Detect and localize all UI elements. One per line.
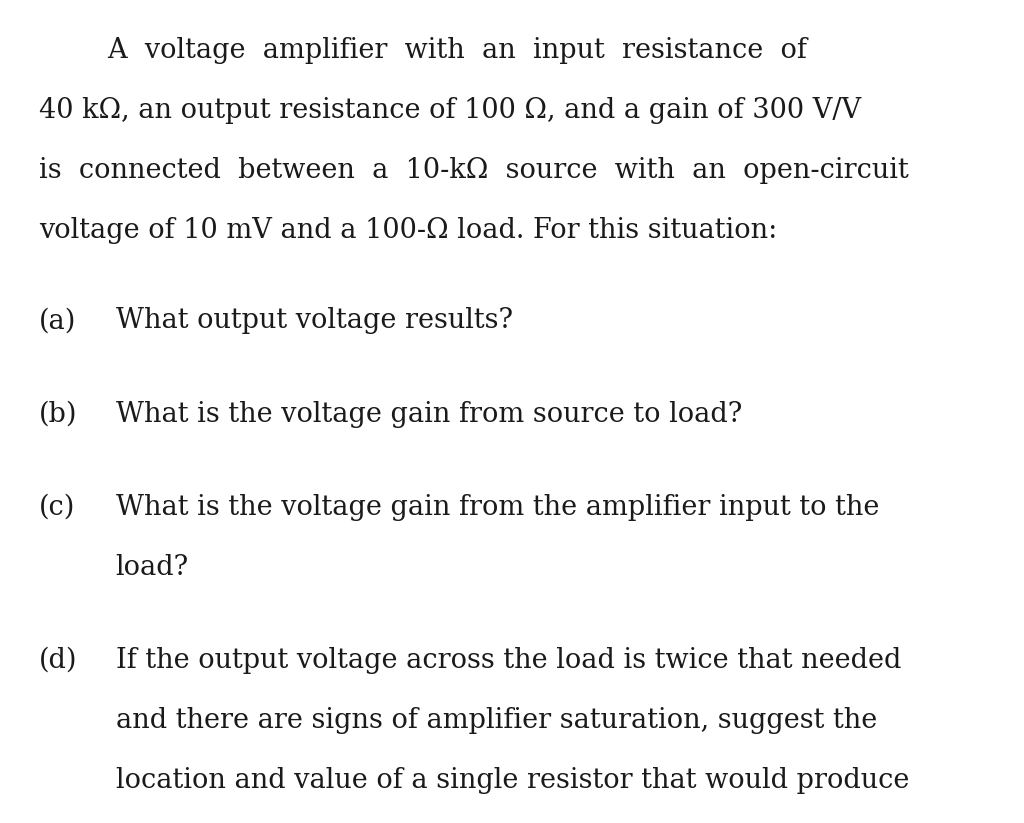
- Text: location and value of a single resistor that would produce: location and value of a single resistor …: [116, 767, 909, 794]
- Text: What is the voltage gain from source to load?: What is the voltage gain from source to …: [116, 401, 742, 427]
- Text: If the output voltage across the load is twice that needed: If the output voltage across the load is…: [116, 647, 901, 674]
- Text: What is the voltage gain from the amplifier input to the: What is the voltage gain from the amplif…: [116, 494, 879, 521]
- Text: What output voltage results?: What output voltage results?: [116, 307, 513, 334]
- Text: (d): (d): [39, 647, 78, 674]
- Text: (b): (b): [39, 401, 78, 427]
- Text: is  connected  between  a  10-kΩ  source  with  an  open-circuit: is connected between a 10-kΩ source with…: [39, 157, 908, 184]
- Text: (a): (a): [39, 307, 76, 334]
- Text: (c): (c): [39, 494, 76, 521]
- Text: A  voltage  amplifier  with  an  input  resistance  of: A voltage amplifier with an input resist…: [39, 37, 807, 64]
- Text: 40 kΩ, an output resistance of 100 Ω, and a gain of 300 V/V: 40 kΩ, an output resistance of 100 Ω, an…: [39, 97, 861, 124]
- Text: and there are signs of amplifier saturation, suggest the: and there are signs of amplifier saturat…: [116, 707, 877, 734]
- Text: load?: load?: [116, 554, 189, 581]
- Text: voltage of 10 mV and a 100-Ω load. For this situation:: voltage of 10 mV and a 100-Ω load. For t…: [39, 217, 777, 244]
